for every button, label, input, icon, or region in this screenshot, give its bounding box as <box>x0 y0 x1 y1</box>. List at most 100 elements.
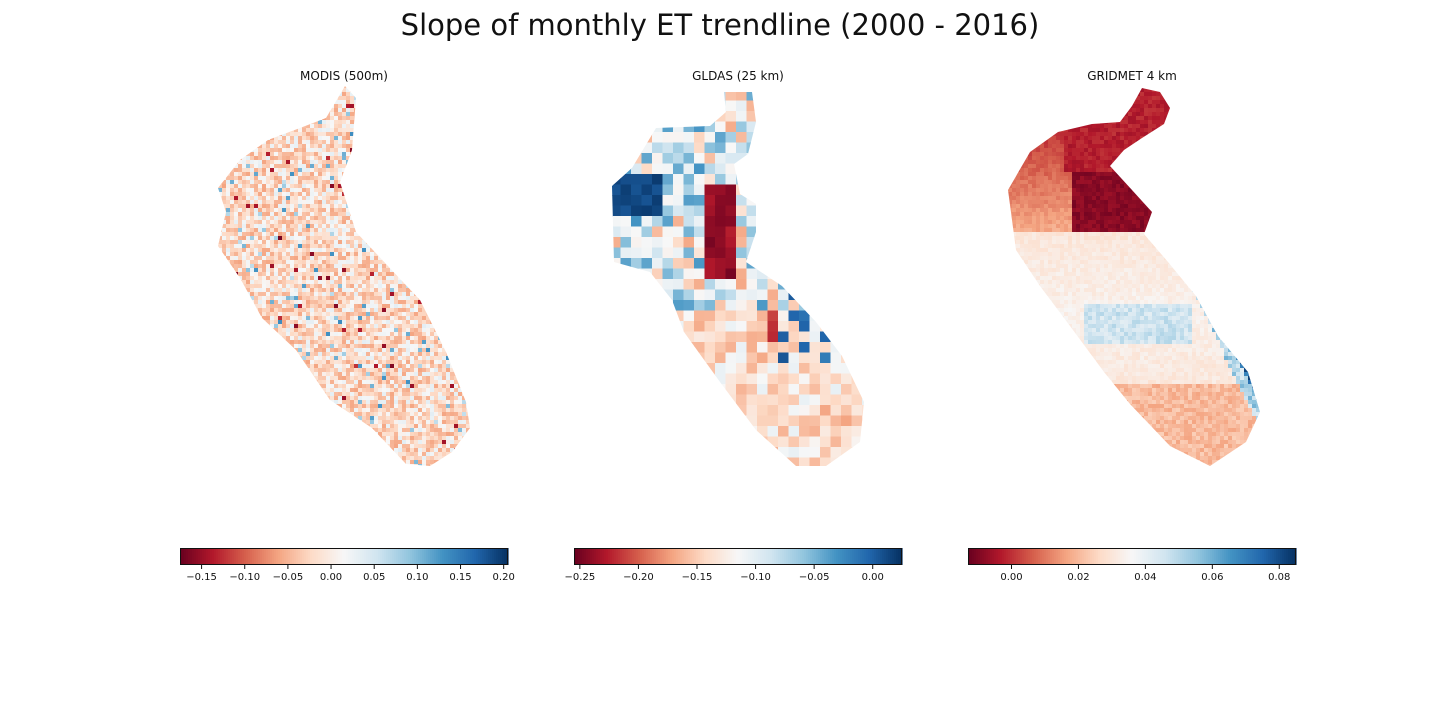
modis-pixel <box>282 368 286 372</box>
modis-pixel <box>394 96 398 100</box>
modis-pixel <box>414 348 418 352</box>
modis-pixel <box>446 172 450 176</box>
modis-pixel <box>306 144 310 148</box>
modis-pixel <box>258 232 262 236</box>
modis-pixel <box>414 168 418 172</box>
modis-pixel <box>318 188 322 192</box>
modis-pixel <box>466 264 470 268</box>
modis-pixel <box>366 164 370 168</box>
modis-pixel <box>366 212 370 216</box>
modis-pixel <box>218 100 222 104</box>
modis-pixel <box>306 100 310 104</box>
modis-pixel <box>434 368 438 372</box>
modis-pixel <box>378 376 382 380</box>
modis-pixel <box>362 356 366 360</box>
modis-pixel <box>394 236 398 240</box>
modis-pixel <box>442 376 446 380</box>
modis-pixel <box>262 136 266 140</box>
modis-pixel <box>294 140 298 144</box>
modis-pixel <box>286 280 290 284</box>
modis-pixel <box>330 176 334 180</box>
modis-pixel <box>418 188 422 192</box>
modis-pixel <box>214 92 218 96</box>
modis-pixel <box>382 148 386 152</box>
modis-pixel <box>278 296 282 300</box>
modis-pixel <box>398 288 402 292</box>
modis-pixel <box>222 248 226 252</box>
modis-pixel <box>410 168 414 172</box>
modis-pixel <box>402 300 406 304</box>
modis-pixel <box>226 244 230 248</box>
modis-pixel <box>246 312 250 316</box>
modis-pixel <box>238 112 242 116</box>
modis-pixel <box>434 288 438 292</box>
modis-pixel <box>306 196 310 200</box>
modis-pixel <box>342 172 346 176</box>
modis-pixel <box>266 156 270 160</box>
modis-pixel <box>466 320 470 324</box>
modis-pixel <box>346 212 350 216</box>
modis-pixel <box>370 200 374 204</box>
modis-pixel <box>342 204 346 208</box>
modis-pixel <box>218 272 222 276</box>
modis-pixel <box>366 316 370 320</box>
modis-pixel <box>318 360 322 364</box>
modis-pixel <box>214 308 218 312</box>
modis-pixel <box>386 156 390 160</box>
modis-pixel <box>278 124 282 128</box>
modis-pixel <box>374 376 378 380</box>
modis-pixel <box>298 168 302 172</box>
modis-pixel <box>290 336 294 340</box>
modis-pixel <box>426 144 430 148</box>
modis-pixel <box>222 232 226 236</box>
modis-pixel <box>214 288 218 292</box>
modis-pixel <box>442 176 446 180</box>
modis-pixel <box>402 116 406 120</box>
modis-pixel <box>266 132 270 136</box>
modis-pixel <box>414 108 418 112</box>
modis-pixel <box>426 112 430 116</box>
modis-pixel <box>306 124 310 128</box>
modis-pixel <box>378 384 382 388</box>
modis-pixel <box>250 92 254 96</box>
modis-pixel <box>470 152 474 156</box>
modis-pixel <box>458 332 462 336</box>
modis-pixel <box>450 248 454 252</box>
modis-pixel <box>414 332 418 336</box>
modis-pixel <box>214 184 218 188</box>
modis-pixel <box>382 124 386 128</box>
modis-pixel <box>302 348 306 352</box>
modis-pixel <box>410 268 414 272</box>
modis-pixel <box>406 112 410 116</box>
modis-pixel <box>214 180 218 184</box>
modis-pixel <box>430 164 434 168</box>
modis-pixel <box>454 88 458 92</box>
modis-pixel <box>378 360 382 364</box>
modis-pixel <box>394 340 398 344</box>
modis-pixel <box>434 320 438 324</box>
modis-pixel <box>294 268 298 272</box>
modis-pixel <box>334 116 338 120</box>
modis-pixel <box>238 208 242 212</box>
modis-pixel <box>382 340 386 344</box>
map-area <box>214 86 1260 466</box>
modis-pixel <box>246 308 250 312</box>
modis-pixel <box>466 304 470 308</box>
modis-pixel <box>278 384 282 388</box>
modis-pixel <box>278 372 282 376</box>
modis-pixel <box>250 272 254 276</box>
modis-pixel <box>298 244 302 248</box>
modis-pixel <box>386 276 390 280</box>
modis-pixel <box>390 256 394 260</box>
modis-pixel <box>422 248 426 252</box>
modis-pixel <box>290 120 294 124</box>
modis-pixel <box>430 92 434 96</box>
modis-pixel <box>234 140 238 144</box>
modis-pixel <box>406 156 410 160</box>
modis-pixel <box>426 228 430 232</box>
modis-pixel <box>258 336 262 340</box>
modis-pixel <box>422 108 426 112</box>
modis-pixel <box>334 144 338 148</box>
modis-pixel <box>374 248 378 252</box>
modis-pixel <box>214 336 218 340</box>
